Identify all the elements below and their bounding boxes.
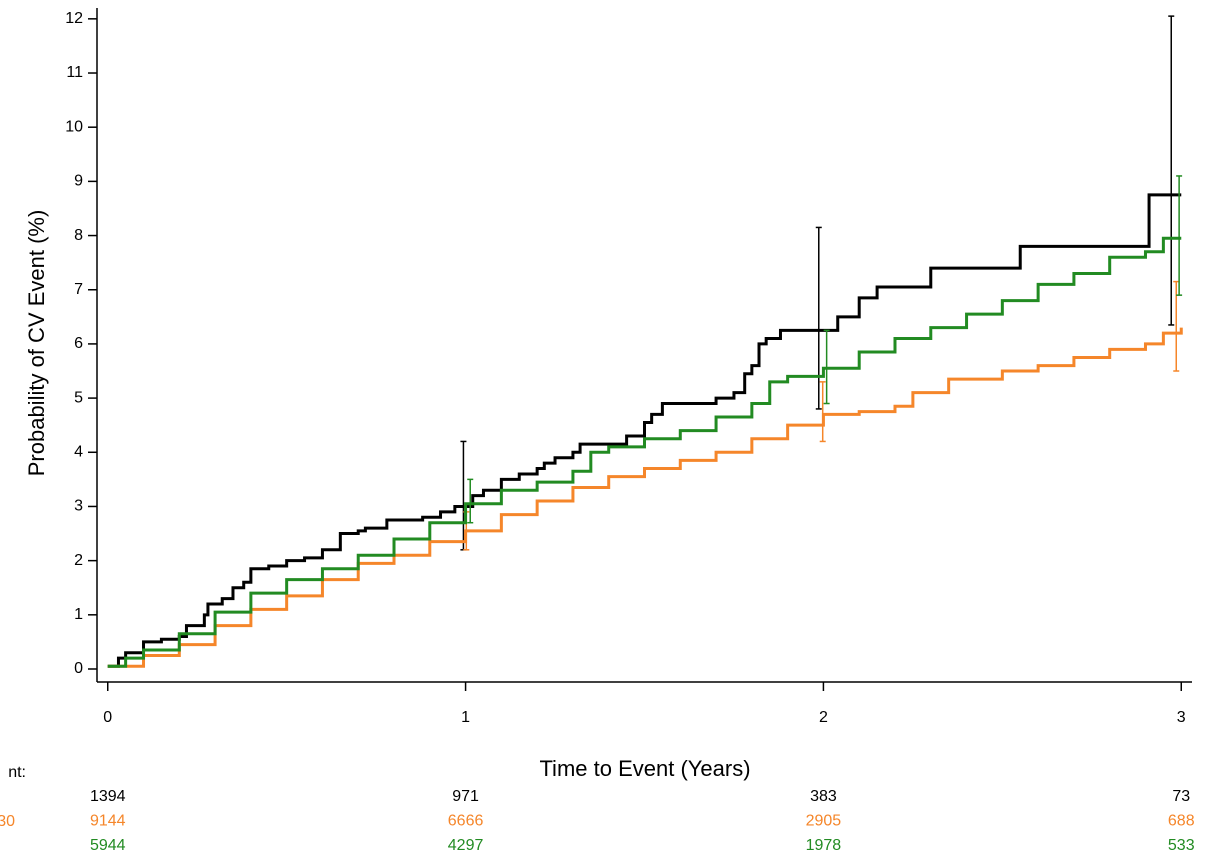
at-risk-count: 5944 bbox=[90, 837, 126, 854]
at-risk-count: 971 bbox=[452, 788, 479, 805]
at-risk-count: 2905 bbox=[806, 813, 842, 830]
error-bar bbox=[1168, 15, 1175, 326]
y-tick-label: 3 bbox=[74, 498, 83, 515]
error-bar bbox=[819, 381, 826, 443]
at-risk-count: 1394 bbox=[90, 788, 126, 805]
x-axis-label: Time to Event (Years) bbox=[539, 756, 750, 781]
y-tick-label: 10 bbox=[65, 118, 83, 135]
at-risk-count: 9144 bbox=[90, 813, 126, 830]
y-tick-label: 5 bbox=[74, 389, 83, 406]
error-bar bbox=[823, 329, 830, 405]
at-risk-count: 73 bbox=[1172, 788, 1190, 805]
risk-table-label: 30 bbox=[0, 813, 15, 830]
error-bar bbox=[467, 478, 474, 524]
km-curve bbox=[107, 236, 1182, 668]
y-tick-label: 9 bbox=[74, 173, 83, 190]
at-risk-count: 4297 bbox=[448, 837, 484, 854]
y-tick-label: 2 bbox=[74, 552, 83, 569]
y-tick-label: 0 bbox=[74, 660, 83, 677]
y-tick-label: 1 bbox=[74, 606, 83, 623]
at-risk-count: 1978 bbox=[806, 837, 842, 854]
x-tick-label: 2 bbox=[819, 709, 828, 726]
at-risk-count: 6666 bbox=[448, 813, 484, 830]
error-bar bbox=[1173, 280, 1180, 372]
error-bar bbox=[1176, 175, 1183, 296]
km-curve bbox=[107, 193, 1182, 668]
y-tick-label: 8 bbox=[74, 227, 83, 244]
at-risk-count: 383 bbox=[810, 788, 837, 805]
x-tick-label: 1 bbox=[461, 709, 470, 726]
km-curve bbox=[107, 327, 1183, 668]
y-tick-label: 12 bbox=[65, 10, 83, 27]
risk-table-label: nt: bbox=[8, 764, 26, 781]
y-tick-label: 4 bbox=[74, 443, 83, 460]
y-tick-label: 6 bbox=[74, 335, 83, 352]
at-risk-count: 533 bbox=[1168, 837, 1195, 854]
at-risk-count: 688 bbox=[1168, 813, 1195, 830]
x-tick-label: 3 bbox=[1177, 709, 1186, 726]
y-tick-label: 11 bbox=[66, 64, 83, 81]
y-tick-label: 7 bbox=[74, 281, 83, 298]
error-bar bbox=[815, 226, 822, 410]
x-tick-label: 0 bbox=[103, 709, 112, 726]
y-axis-label: Probability of CV Event (%) bbox=[24, 210, 49, 477]
